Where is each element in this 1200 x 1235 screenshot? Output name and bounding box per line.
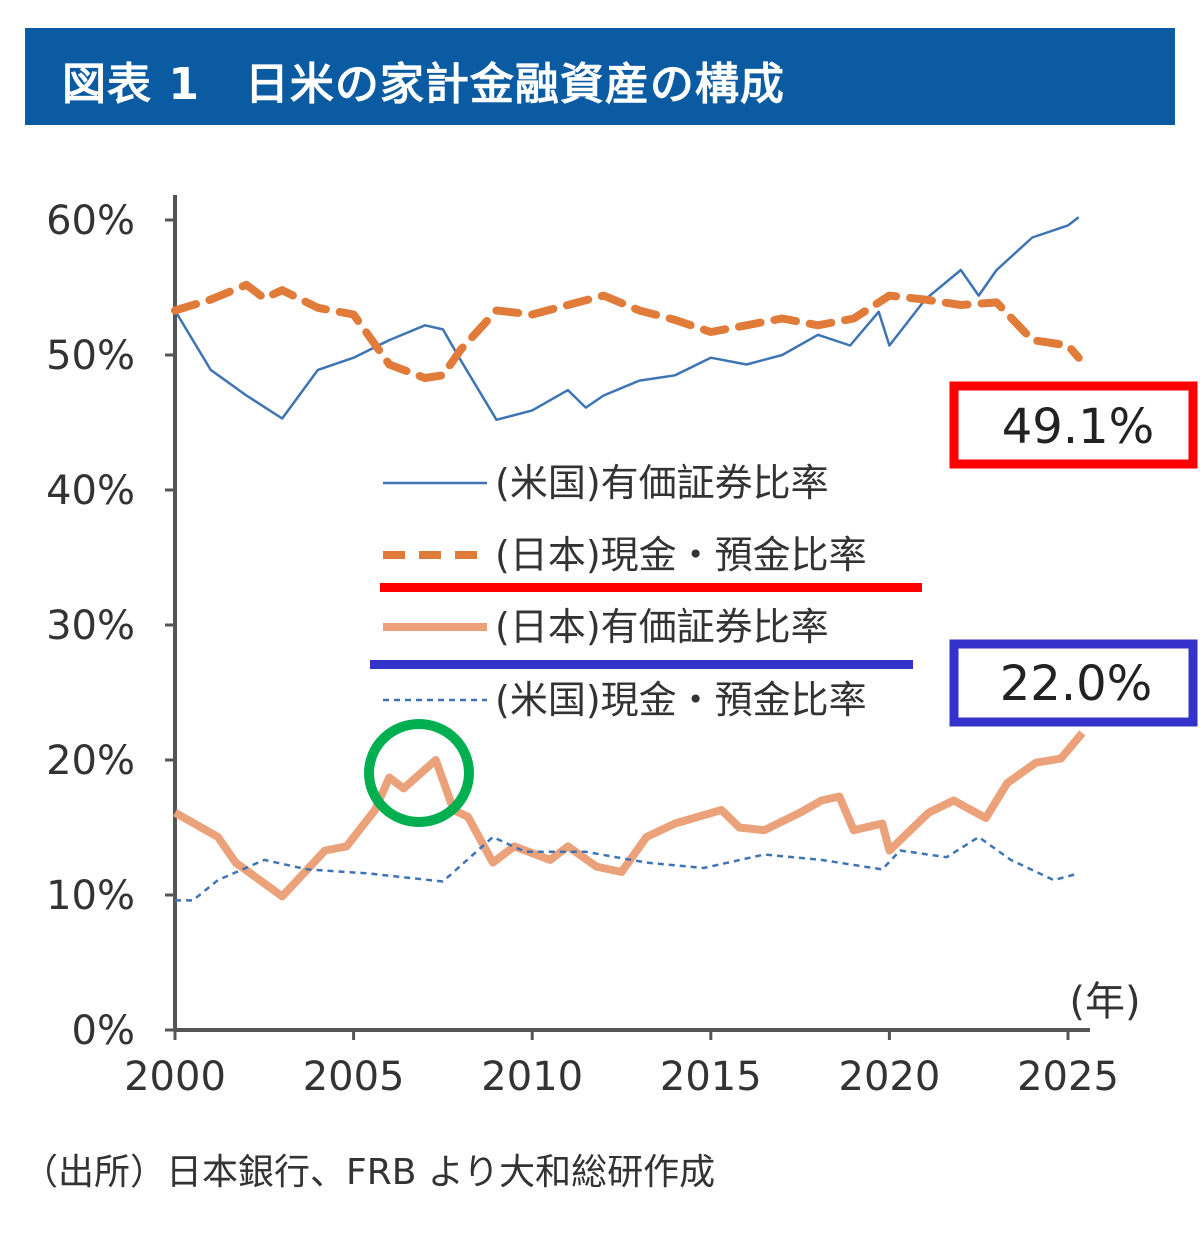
annotation-jp-securities-value: 22.0% [1000,656,1152,712]
y-tick-label: 30% [46,603,135,649]
x-tick-label: 2025 [1017,1054,1119,1100]
axes: 0% 10% 20% 30% 40% 50% 60% 2000 2005 2010 2015 2020… [46,195,1119,1100]
source-note: （出所）日本銀行、FRB より大和総研作成 [22,1152,716,1193]
highlight-circle-green [364,719,474,827]
y-tick-label: 10% [46,873,135,919]
title-bar [25,28,1175,125]
y-tick-label: 40% [46,468,135,514]
legend-label-0: (米国)有価証券比率 [495,461,829,505]
underline-blue [370,660,913,669]
x-tick-label: 2000 [124,1054,226,1100]
y-tick-label: 20% [46,738,135,784]
y-tick-label: 50% [46,333,135,379]
series-line-0 [173,216,1080,422]
x-axis-unit-label: (年) [1069,979,1140,1025]
chart-title: 図表 1 日米の家計金融資産の構成 [62,59,785,110]
legend-label-1: (日本)現金・預金比率 [495,533,867,577]
legend-label-2: (日本)有価証券比率 [495,605,829,649]
annotation-us-securities-value: 49.1% [1002,399,1154,455]
x-tick-label: 2005 [303,1054,405,1100]
x-tick-label: 2015 [660,1054,762,1100]
legend-label-3: (米国)現金・預金比率 [495,678,867,722]
highlight-box-red [949,381,1198,469]
underline-red [380,583,922,592]
x-tick-label: 2020 [839,1054,941,1100]
y-tick-label: 0% [72,1008,135,1054]
y-tick-label: 60% [46,198,135,244]
legend: (米国)有価証券比率 (日本)現金・預金比率 (日本)有価証券比率 (米国)現金・預金… [383,461,867,722]
x-tick-label: 2010 [481,1054,583,1100]
series-line-1 [171,280,1083,382]
series-lines [171,216,1086,902]
highlight-box-blue [949,639,1198,727]
series-line-3 [175,835,1080,902]
series-line-2 [173,730,1086,901]
